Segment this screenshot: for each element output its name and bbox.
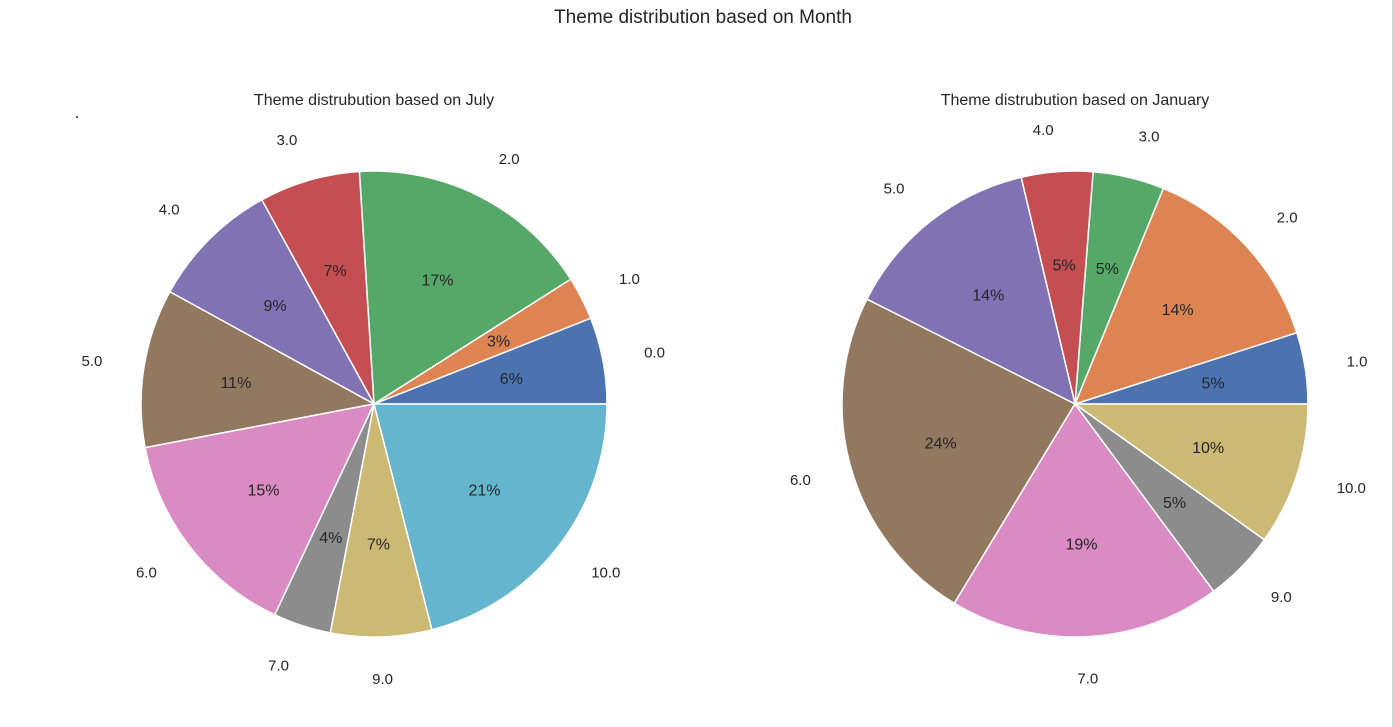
figure-title: Theme distribution based on Month <box>554 7 852 28</box>
pie-slice-january-5.0 <box>865 176 1077 406</box>
pie-percent-label-january-4.0: 5% <box>1053 258 1076 275</box>
pie-percent-label-january-9.0: 5% <box>1163 495 1186 512</box>
pie-percent-label-july-7.0: 4% <box>319 530 342 547</box>
pie-slice-july-6.0 <box>144 402 376 616</box>
pie-slice-january-7.0 <box>953 402 1215 638</box>
pie-percent-label-july-9.0: 7% <box>367 537 390 554</box>
pie-category-label-july-4.0: 4.0 <box>159 202 180 219</box>
pie-percent-label-july-4.0: 9% <box>264 298 287 315</box>
pie-chart-january: 1.0 5% 2.0 14% 3.0 5% 4.0 5% 5.0 14% 6.0 24% 7.0 19% 9… <box>790 92 1368 688</box>
pie-category-label-january-2.0: 2.0 <box>1277 209 1298 226</box>
pie-percent-label-january-3.0: 5% <box>1096 261 1119 278</box>
pie-percent-label-january-1.0: 5% <box>1202 375 1225 392</box>
pie-category-label-january-5.0: 5.0 <box>884 180 905 197</box>
pie-slice-january-6.0 <box>841 298 1077 605</box>
pie-percent-label-january-10.0: 10% <box>1192 440 1224 457</box>
pie-percent-label-july-2.0: 17% <box>421 272 453 289</box>
pie-category-label-july-7.0: 7.0 <box>268 658 289 675</box>
pie-title-july: Theme distrubution based on July <box>254 92 494 109</box>
pie-percent-label-january-7.0: 19% <box>1065 537 1097 554</box>
pie-slice-july-9.0 <box>329 403 433 638</box>
right-edge-divider <box>1392 0 1395 727</box>
pie-category-label-january-10.0: 10.0 <box>1337 480 1366 497</box>
pie-slice-july-4.0 <box>168 198 376 406</box>
pie-slice-july-3.0 <box>260 170 375 405</box>
pie-category-label-july-6.0: 6.0 <box>136 565 157 582</box>
pie-chart-july: 0.0 6% 1.0 3% 2.0 17% 3.0 7% 4.0 9% 5.0 11% 6.0 15% 7.… <box>82 92 665 688</box>
pie-category-label-july-1.0: 1.0 <box>619 271 640 288</box>
pie-category-label-january-7.0: 7.0 <box>1077 671 1098 688</box>
pie-percent-label-july-10.0: 21% <box>468 483 500 500</box>
pie-percent-label-january-5.0: 14% <box>972 287 1004 304</box>
pie-title-january: Theme distrubution based on January <box>941 92 1210 109</box>
pie-category-label-january-3.0: 3.0 <box>1139 129 1160 146</box>
pie-slice-july-10.0 <box>373 403 608 631</box>
pie-percent-label-july-3.0: 7% <box>323 263 346 280</box>
pie-slice-july-2.0 <box>358 170 572 406</box>
pie-category-label-january-9.0: 9.0 <box>1271 589 1292 606</box>
pie-slice-july-5.0 <box>140 290 377 449</box>
pie-percent-label-july-0.0: 6% <box>500 371 523 388</box>
pie-category-label-july-3.0: 3.0 <box>276 132 297 149</box>
pie-category-label-july-2.0: 2.0 <box>499 151 520 168</box>
pie-category-label-july-0.0: 0.0 <box>644 345 665 362</box>
pie-percent-label-january-2.0: 14% <box>1162 302 1194 319</box>
pie-percent-label-july-1.0: 3% <box>487 334 510 351</box>
pie-slice-january-10.0 <box>1072 403 1309 541</box>
pie-category-label-july-10.0: 10.0 <box>591 565 620 582</box>
pie-percent-label-january-6.0: 24% <box>925 436 957 453</box>
pie-percent-label-july-6.0: 15% <box>247 483 279 500</box>
pie-slice-january-2.0 <box>1073 187 1298 406</box>
pie-category-label-january-6.0: 6.0 <box>790 472 811 489</box>
pie-category-label-july-5.0: 5.0 <box>82 353 103 370</box>
pie-category-label-january-1.0: 1.0 <box>1347 353 1368 370</box>
stray-dot <box>76 116 78 118</box>
pie-category-label-july-9.0: 9.0 <box>372 671 393 688</box>
pie-category-label-january-4.0: 4.0 <box>1033 122 1054 139</box>
pie-percent-label-july-5.0: 11% <box>220 375 251 392</box>
